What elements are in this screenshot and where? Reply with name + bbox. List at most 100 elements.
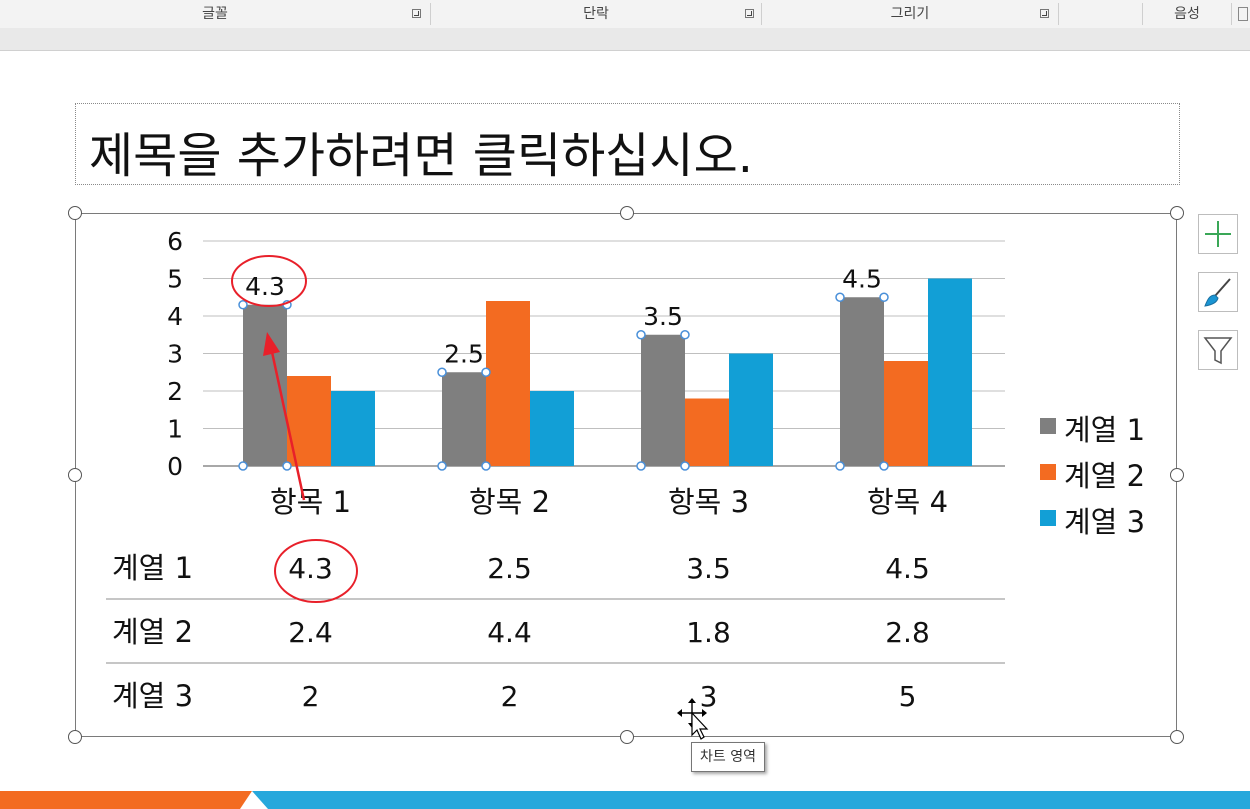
data-label: 2.5	[444, 339, 484, 368]
bar[interactable]	[442, 372, 486, 466]
data-table: 계열 1 4.3 2.5 3.5 4.5 계열 2 2.4 4.4 1.8 2.8 계열 3 2 2 3 5	[106, 551, 1005, 713]
ribbon-separator	[430, 3, 431, 25]
x-tick-label: 항목 3	[668, 485, 749, 519]
bar-selection-handle[interactable]	[879, 461, 889, 471]
resize-handle-right[interactable]	[1170, 468, 1184, 482]
ribbon-separator	[1142, 3, 1143, 25]
x-tick-label: 항목 4	[867, 485, 948, 519]
ribbon-separator	[1058, 3, 1059, 25]
data-label: 4.5	[842, 264, 882, 293]
ribbon-group-paragraph: 단락	[431, 0, 761, 28]
paragraph-dialog-launcher-icon[interactable]	[745, 9, 754, 18]
data-table-cell: 4.4	[487, 616, 532, 649]
legend-label: 계열 3	[1064, 505, 1145, 539]
data-table-cell: 2.5	[487, 552, 532, 585]
resize-handle-bottom-left[interactable]	[68, 730, 82, 744]
legend[interactable]: 계열 1 계열 2 계열 3	[1040, 413, 1145, 539]
font-dialog-launcher-icon[interactable]	[412, 9, 421, 18]
bar-selection-handle[interactable]	[282, 461, 292, 471]
bar[interactable]	[641, 334, 685, 466]
resize-handle-top-right[interactable]	[1170, 206, 1184, 220]
data-table-cell: 5	[899, 680, 917, 713]
ribbon-group-drawing: 그리기	[762, 0, 1058, 28]
ribbon-group-paragraph-label: 단락	[583, 6, 609, 22]
bar-selection-handle[interactable]	[879, 292, 889, 302]
filter-icon	[1203, 337, 1233, 365]
ribbon-group-font-label: 글꼴	[202, 6, 228, 22]
bar-selection-handle[interactable]	[680, 330, 690, 340]
y-tick-label: 3	[167, 340, 183, 369]
ribbon-separator	[1231, 3, 1232, 25]
bar-selection-handle[interactable]	[835, 292, 845, 302]
y-tick-label: 4	[167, 302, 183, 331]
data-table-row-label: 계열 3	[112, 679, 193, 713]
bar[interactable]	[840, 297, 884, 466]
bar[interactable]	[928, 278, 972, 467]
bar-selection-handle[interactable]	[636, 330, 646, 340]
bar[interactable]	[685, 398, 729, 467]
x-axis-ticks: 항목 1 항목 2 항목 3 항목 4	[270, 485, 948, 519]
annotations	[231, 255, 358, 603]
bar-selection-handle[interactable]	[437, 367, 447, 377]
resize-handle-left[interactable]	[68, 468, 82, 482]
data-table-cell: 4.3	[288, 552, 333, 585]
ribbon-group-voice-label: 음성	[1174, 6, 1200, 22]
brush-icon	[1204, 278, 1231, 307]
bar-selection-handle[interactable]	[680, 461, 690, 471]
ribbon-separator	[761, 3, 762, 25]
bar[interactable]	[486, 301, 530, 466]
bar[interactable]	[729, 353, 773, 467]
y-tick-label: 2	[167, 377, 183, 406]
bar[interactable]	[331, 391, 375, 466]
y-tick-label: 5	[167, 265, 183, 294]
bar-selection-handle[interactable]	[437, 461, 447, 471]
data-table-cell: 2	[302, 680, 320, 713]
chart-filters-button[interactable]	[1198, 330, 1238, 370]
bar-selection-handle[interactable]	[238, 300, 248, 310]
data-table-cell: 1.8	[686, 616, 731, 649]
legend-label: 계열 1	[1064, 413, 1145, 447]
bar-selection-handle[interactable]	[481, 367, 491, 377]
legend-swatch	[1040, 418, 1056, 434]
ribbon-group-voice: 음성	[1143, 0, 1231, 28]
data-table-cell: 3.5	[686, 552, 731, 585]
y-axis-ticks: 0 1 2 3 4 5 6	[167, 227, 183, 481]
bars	[238, 278, 972, 471]
data-table-cell: 2.8	[885, 616, 930, 649]
accent-bar-blue	[252, 791, 1250, 809]
annotation-circle-label	[231, 255, 307, 307]
resize-handle-bottom-right[interactable]	[1170, 730, 1184, 744]
x-tick-label: 항목 2	[469, 485, 550, 519]
bar-selection-handle[interactable]	[636, 461, 646, 471]
chart-styles-button[interactable]	[1198, 272, 1238, 312]
data-table-row-label: 계열 1	[112, 551, 193, 585]
bar-selection-handle[interactable]	[835, 461, 845, 471]
bar[interactable]	[884, 361, 928, 466]
title-placeholder[interactable]: 제목을 추가하려면 클릭하십시오.	[75, 103, 1180, 185]
ribbon-group-drawing-label: 그리기	[890, 6, 930, 22]
data-label: 4.3	[245, 272, 285, 301]
resize-handle-bottom[interactable]	[620, 730, 634, 744]
chart-elements-button[interactable]	[1198, 214, 1238, 254]
bar-selection-handle[interactable]	[481, 461, 491, 471]
x-tick-label: 항목 1	[270, 485, 351, 519]
accent-bar-orange	[0, 791, 252, 809]
data-table-cell: 2.4	[288, 616, 333, 649]
ribbon-overflow-icon[interactable]	[1238, 7, 1248, 21]
drawing-dialog-launcher-icon[interactable]	[1040, 9, 1049, 18]
bar[interactable]	[530, 391, 574, 466]
y-tick-label: 0	[167, 452, 183, 481]
title-placeholder-text: 제목을 추가하려면 클릭하십시오.	[89, 128, 754, 184]
data-table-row-label: 계열 2	[112, 615, 193, 649]
move-cursor-icon	[677, 698, 709, 740]
bar-selection-handle[interactable]	[238, 461, 248, 471]
data-table-cell: 2	[501, 680, 519, 713]
y-tick-label: 1	[167, 415, 183, 444]
ribbon-lower-strip	[0, 28, 1250, 51]
annotation-circle-table	[274, 539, 358, 603]
legend-swatch	[1040, 464, 1056, 480]
legend-swatch	[1040, 510, 1056, 526]
resize-handle-top[interactable]	[620, 206, 634, 220]
resize-handle-top-left[interactable]	[68, 206, 82, 220]
